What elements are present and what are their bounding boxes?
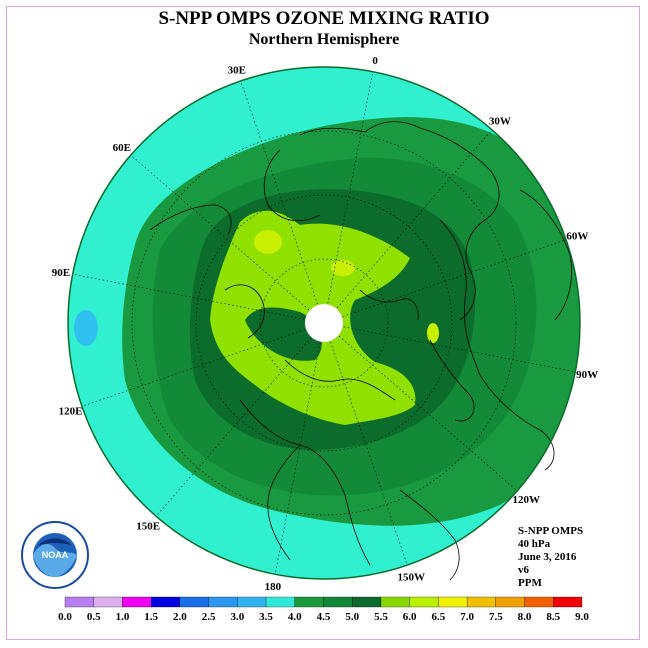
meridian-line — [81, 322, 325, 407]
colorbar-swatch — [237, 596, 267, 608]
meridian-line — [155, 322, 325, 517]
latitude-circle — [195, 194, 453, 452]
longitude-labels: 90E 60E 30E 0 30W 60W 90W 120W 150W 180 150E 120E — [52, 55, 598, 593]
field-6.0-patch — [331, 260, 355, 276]
meridian-line — [240, 80, 325, 324]
colorbar-swatch — [179, 596, 209, 608]
colorbar-swatch — [93, 596, 123, 608]
longitude-label: 30W — [489, 116, 511, 128]
colorbar-tick-label: 0.5 — [87, 611, 101, 623]
colorbar-tick-label: 8.5 — [546, 611, 560, 623]
colorbar-swatch — [409, 596, 439, 608]
longitude-label: 150W — [398, 571, 426, 583]
colorbar-tick-label: 4.0 — [288, 611, 302, 623]
latitude-circle — [259, 258, 389, 388]
figure-frame — [6, 6, 640, 640]
meridian-line — [72, 273, 325, 324]
field-2.5-3.0 — [74, 310, 98, 346]
graticule — [72, 71, 576, 575]
info-product: S-NPP OMPS — [518, 525, 584, 537]
colorbar-swatch — [380, 596, 410, 608]
field-6.0-patch — [254, 230, 282, 254]
longitude-label: 120E — [59, 405, 83, 417]
colorbar: 0.0 0.5 1.0 1.5 2.0 2.5 3.0 3.5 4.0 4.5 5.0 5.5 6.0 6… — [58, 596, 589, 623]
colorbar-tick-label: 3.0 — [230, 611, 244, 623]
longitude-label: 90W — [576, 369, 598, 381]
colorbar-swatch — [64, 596, 94, 608]
colorbar-swatch — [466, 596, 496, 608]
colorbar-swatch — [265, 596, 295, 608]
longitude-label: 90E — [52, 267, 70, 279]
meridian-line — [130, 154, 325, 324]
meridian-line — [323, 322, 576, 373]
meridian-line — [274, 322, 325, 575]
meridian-line — [323, 322, 408, 566]
coastlines — [149, 121, 573, 581]
meridian-line — [323, 71, 374, 324]
meridian-line — [323, 239, 567, 324]
colorbar-swatch — [151, 596, 181, 608]
info-date: June 3, 2016 — [518, 551, 577, 563]
colorbar-swatch — [553, 596, 583, 608]
colorbar-tick-label: 3.5 — [259, 611, 273, 623]
colorbar-tick-label: 5.0 — [345, 611, 359, 623]
longitude-label: 60E — [113, 142, 131, 154]
colorbar-tick-label: 9.0 — [575, 611, 589, 623]
colorbar-swatch — [122, 596, 152, 608]
colorbar-swatch — [495, 596, 525, 608]
colorbar-swatch — [524, 596, 554, 608]
longitude-label: 150E — [136, 520, 160, 532]
longitude-label: 60W — [566, 231, 588, 243]
longitude-label: 0 — [372, 55, 378, 67]
colorbar-swatch — [352, 596, 382, 608]
colorbar-tick-label: 4.5 — [317, 611, 331, 623]
colorbar-tick-label: 1.5 — [144, 611, 158, 623]
colorbar-tick-label: 2.0 — [173, 611, 187, 623]
pole-hole — [304, 303, 344, 343]
map-subtitle: Northern Hemisphere — [248, 31, 400, 48]
colorbar-swatch — [294, 596, 324, 608]
info-version: v6 — [518, 564, 529, 576]
info-level: 40 hPa — [518, 538, 551, 550]
colorbar-tick-label: 7.5 — [489, 611, 503, 623]
colorbar-tick-label: 8.0 — [518, 611, 532, 623]
meridian-line — [323, 129, 493, 324]
map-title: S-NPP OMPS OZONE MIXING RATIO — [158, 8, 490, 29]
colorbar-tick-label: 6.0 — [403, 611, 417, 623]
colorbar-swatch — [208, 596, 238, 608]
logo-text: NOAA — [42, 550, 69, 560]
info-units: PPM — [518, 577, 542, 589]
colorbar-swatch — [438, 596, 468, 608]
field-5.5-patch — [427, 323, 439, 343]
colorbar-tick-label: 7.0 — [460, 611, 474, 623]
longitude-label: 180 — [265, 581, 282, 593]
colorbar-tick-label: 1.0 — [116, 611, 130, 623]
colorbar-swatch — [323, 596, 353, 608]
latitude-circle — [131, 130, 517, 516]
noaa-logo: NOAA — [21, 521, 89, 589]
colorbar-tick-label: 0.0 — [58, 611, 72, 623]
map-border — [67, 66, 581, 580]
colorbar-tick-label: 5.5 — [374, 611, 388, 623]
colorbar-tick-label: 6.5 — [432, 611, 446, 623]
meridian-line — [323, 322, 518, 492]
longitude-label: 30E — [228, 65, 246, 77]
longitude-label: 120W — [513, 494, 541, 506]
info-block: S-NPP OMPS 40 hPa June 3, 2016 v6 PPM — [518, 525, 583, 590]
colorbar-tick-label: 2.5 — [202, 611, 216, 623]
